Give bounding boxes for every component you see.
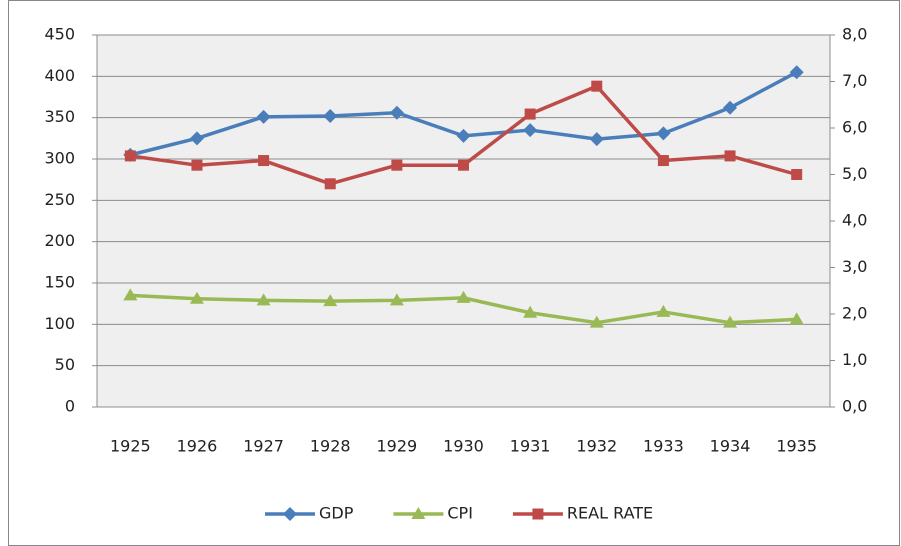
- y-tick-label: 0: [65, 397, 75, 416]
- data-point: [723, 315, 738, 328]
- y-tick-label: 200: [44, 231, 75, 250]
- data-point: [189, 291, 204, 304]
- data-point: [656, 304, 671, 317]
- data-point: [523, 123, 538, 138]
- x-tick-label: 1929: [377, 437, 418, 456]
- data-point: [458, 159, 469, 171]
- data-point: [256, 109, 271, 124]
- x-tick-label: 1926: [177, 437, 218, 456]
- legend-label: GDP: [319, 504, 354, 523]
- x-tick-label: 1933: [643, 437, 684, 456]
- data-point: [124, 150, 136, 162]
- legend-marker: [532, 508, 544, 520]
- data-point: [789, 312, 804, 325]
- data-point: [256, 293, 271, 306]
- x-tick-label: 1931: [510, 437, 551, 456]
- x-tick-label: 1927: [243, 437, 284, 456]
- y2-tick-label: 3,0: [842, 257, 867, 276]
- data-point: [656, 126, 671, 141]
- x-tick-label: 1925: [110, 437, 151, 456]
- y2-tick-label: 0,0: [842, 397, 867, 416]
- y-tick-label: 350: [44, 107, 75, 126]
- y2-tick-label: 6,0: [842, 118, 867, 137]
- data-point: [724, 150, 736, 162]
- x-tick-label: 1932: [576, 437, 617, 456]
- data-point: [123, 288, 138, 301]
- y-tick-label: 450: [44, 25, 75, 44]
- y2-tick-label: 8,0: [842, 25, 867, 44]
- data-point: [589, 132, 604, 147]
- y-tick-label: 400: [44, 66, 75, 85]
- data-point: [791, 169, 803, 180]
- data-point: [189, 131, 204, 146]
- x-tick-label: 1934: [710, 437, 751, 456]
- y-tick-label: 300: [44, 149, 75, 168]
- data-point: [389, 293, 404, 306]
- data-point: [723, 100, 738, 115]
- y2-tick-label: 4,0: [842, 211, 867, 230]
- data-point: [524, 108, 536, 120]
- legend-label: CPI: [447, 504, 473, 523]
- x-tick-label: 1935: [776, 437, 817, 456]
- y-tick-label: 50: [55, 355, 75, 374]
- data-point: [323, 109, 338, 124]
- y-tick-label: 250: [44, 190, 75, 209]
- y2-tick-label: 2,0: [842, 304, 867, 323]
- x-tick-label: 1930: [443, 437, 484, 456]
- y-tick-label: 100: [44, 314, 75, 333]
- legend-marker: [411, 507, 426, 519]
- data-point: [591, 80, 603, 92]
- data-point: [324, 178, 336, 190]
- data-point: [456, 128, 471, 143]
- y2-tick-label: 7,0: [842, 71, 867, 90]
- data-point: [389, 105, 404, 120]
- data-point: [589, 315, 604, 328]
- x-tick-label: 1928: [310, 437, 351, 456]
- legend-label: REAL RATE: [567, 504, 653, 523]
- data-point: [523, 305, 538, 318]
- data-point: [456, 290, 471, 303]
- data-point: [323, 294, 338, 307]
- data-point: [789, 65, 804, 80]
- legend-marker: [283, 507, 297, 521]
- plot-area: [97, 35, 830, 407]
- y2-tick-label: 1,0: [842, 350, 867, 369]
- y-tick-label: 150: [44, 273, 75, 292]
- data-point: [258, 155, 270, 167]
- data-point: [391, 159, 403, 171]
- y2-tick-label: 5,0: [842, 164, 867, 183]
- data-point: [191, 159, 203, 171]
- data-point: [657, 155, 669, 167]
